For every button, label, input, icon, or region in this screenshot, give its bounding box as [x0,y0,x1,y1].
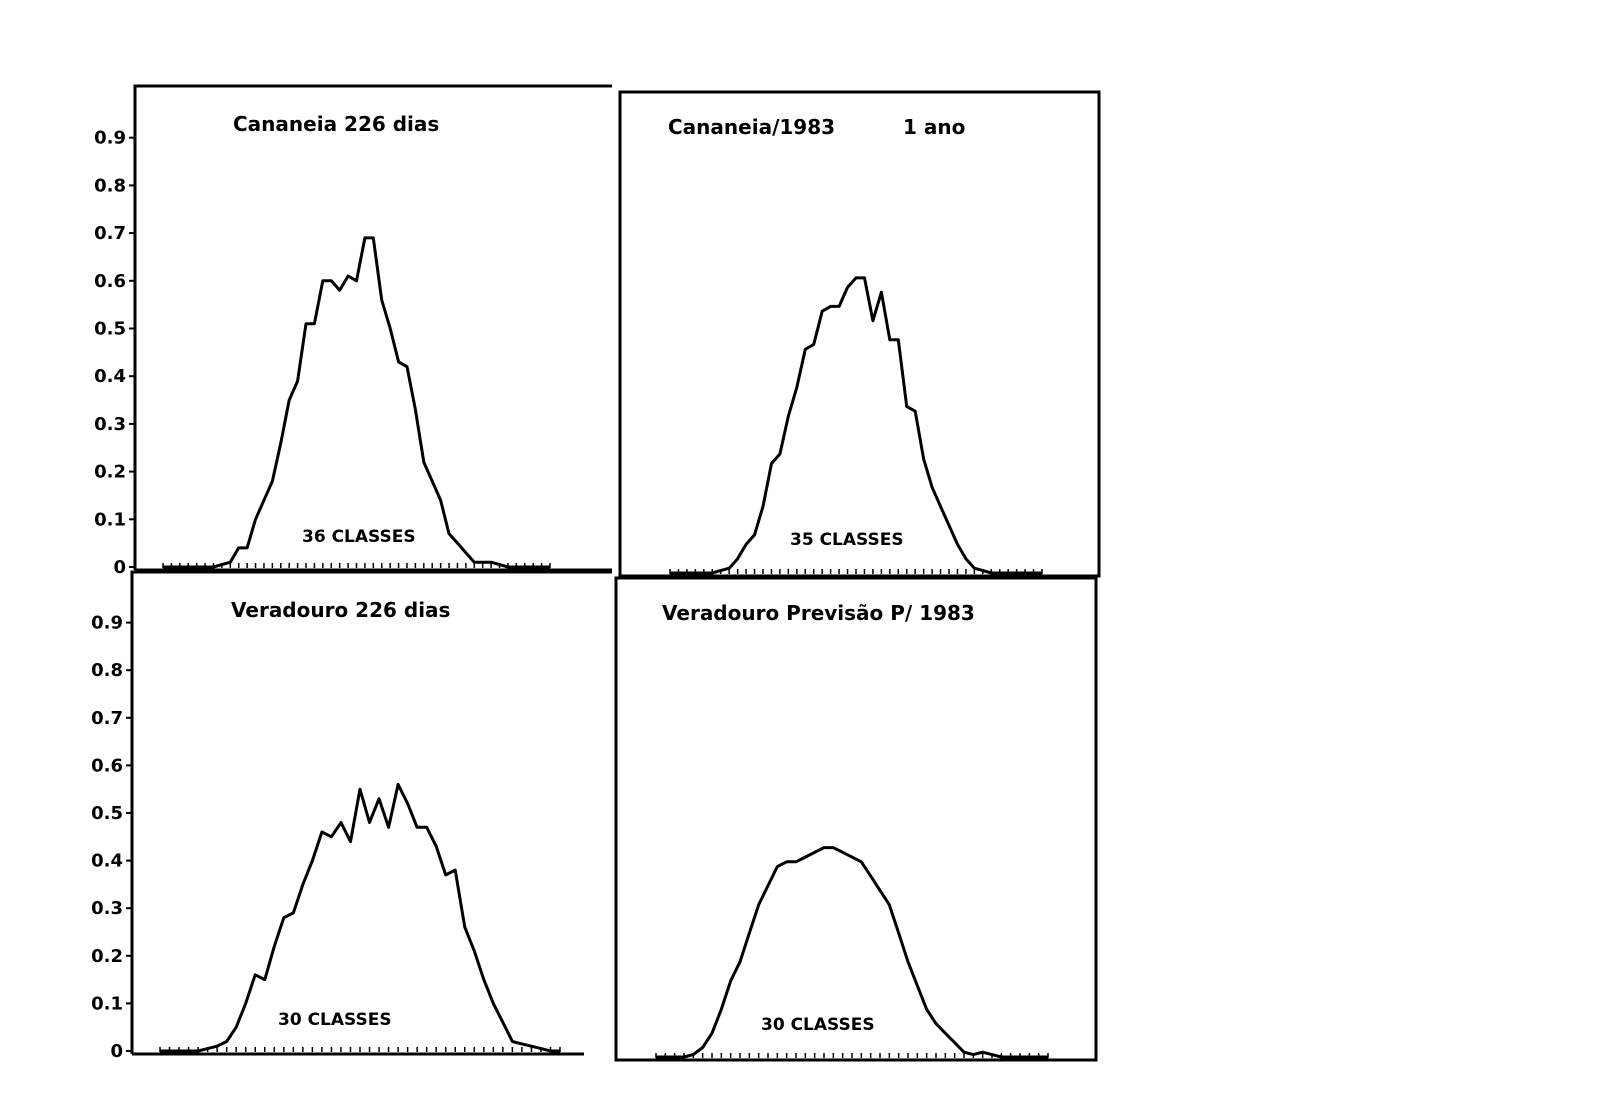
y-tick-label: 0.1 [91,993,123,1014]
y-tick-label: 0.8 [94,175,126,196]
y-tick-label: 0.2 [94,462,126,483]
y-tick-label: 0.3 [94,414,126,435]
panel-title-note: 1 ano [903,115,965,139]
panel-title: Cananeia 226 dias [233,112,439,136]
y-tick-label: 0.8 [91,660,123,681]
y-tick-label: 0 [110,1041,123,1062]
panel-frame [614,576,1098,1062]
classes-label: 35 CLASSES [790,530,904,550]
panel-veradouro-226-dias: Veradouro 226 dias 30 CLASSES 0 0.1 0.2 0.3… [91,570,612,1062]
panel-cananeia-226-dias: Cananeia 226 dias 36 CLASSES 00.10.20.30… [94,84,612,578]
y-tick-label: 0.6 [94,271,126,292]
y-tick-label: 0.1 [94,509,126,530]
y-tick-label: 0.7 [91,708,123,729]
y-tick-label: 0.6 [91,755,123,776]
panel-veradouro-previsao-1983: Veradouro Previsão P/ 1983 30 CLASSES [614,576,1098,1062]
y-axis: 0 0.1 0.2 0.3 0.4 0.5 0.6 0.7 0.8 0.9 [91,613,132,1062]
classes-label: 30 CLASSES [761,1015,875,1035]
series-line [670,276,1042,575]
series-line [656,846,1048,1059]
classes-label: 36 CLASSES [302,527,416,547]
y-tick-label: 0.9 [94,128,126,149]
y-tick-label: 0.5 [91,803,123,824]
y-tick-label: 0.3 [91,898,123,919]
panel-frame [133,84,612,570]
classes-label: 30 CLASSES [278,1010,392,1030]
y-tick-label: 0.9 [91,613,123,634]
y-tick-label: 0.2 [91,946,123,967]
y-tick-label: 0.7 [94,223,126,244]
panel-title: Veradouro 226 dias [231,598,450,622]
series-line [160,782,560,1053]
panel-frame [130,570,612,1054]
y-tick-label: 0.4 [94,366,126,387]
panel-title: Veradouro Previsão P/ 1983 [662,601,975,625]
series-line [163,236,550,569]
y-axis: 0 0.1 0.2 0.3 0.4 0.5 0.6 0.7 0.8 0.9 [94,128,135,578]
panel-title: Cananeia/1983 [668,115,835,139]
y-tick-label: 0.5 [94,319,126,340]
x-ticks [159,1047,561,1052]
panel-frame [618,90,1101,578]
panel-cananeia-1983: Cananeia/1983 1 ano 35 CLASSES [618,90,1101,578]
y-tick-label: 0 [113,557,126,578]
y-tick-label: 0.4 [91,851,123,872]
